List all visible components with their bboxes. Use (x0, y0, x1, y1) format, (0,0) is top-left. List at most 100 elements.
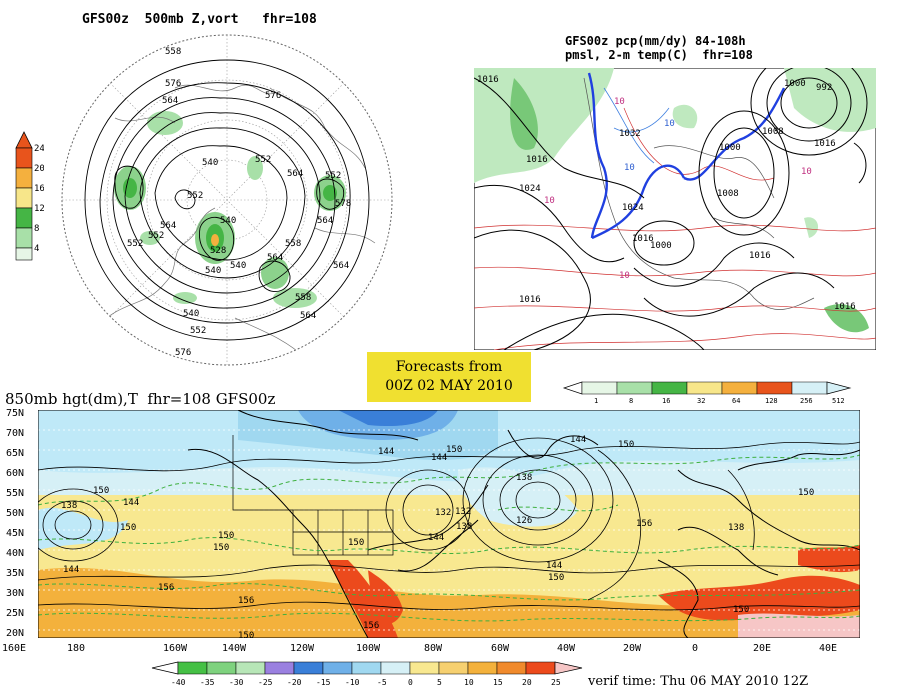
contour-label: 1016 (834, 302, 856, 312)
vort-tick-5: 8 (34, 224, 39, 234)
precip-tick: 256 (800, 397, 813, 405)
lon-label: 120W (290, 643, 315, 654)
contour-label: 126 (516, 516, 532, 526)
vort-colorbar: 24 20 16 12 8 4 (15, 131, 44, 261)
contour-label: 1016 (477, 75, 499, 85)
temperature-colorbar: -40 -35 -30 -25 -20 -15 -10 -5 0 5 10 15… (151, 661, 583, 687)
vorticity-shading (114, 111, 346, 308)
contour-label: 540 (205, 266, 221, 276)
vort-tick-3: 16 (34, 184, 44, 194)
bottom-title: 850mb hgt(dm),T fhr=108 GFS00z (5, 390, 276, 408)
contour-label: 1024 (519, 184, 541, 194)
contour-label: 552 (148, 231, 164, 241)
top-right-title-1: GFS00z pcp(mm/dy) 84-108h (565, 34, 746, 48)
temp-tick: -5 (377, 678, 387, 687)
polar-500mb-map: 558 576 564 576 540 552 564 552 564 552 … (61, 34, 393, 366)
lat-label: 60N (6, 468, 24, 479)
temperature-contours (38, 454, 860, 622)
contour-label: 576 (165, 79, 181, 89)
precip-colorbar: 1 8 16 32 64 128 256 512 (562, 381, 852, 405)
temp-tick: 10 (464, 678, 474, 687)
height-contours (38, 437, 860, 611)
lon-label: 20E (753, 643, 771, 654)
contour-label: 138 (456, 522, 472, 532)
temp-tick: -25 (258, 678, 273, 687)
coast-lines (583, 77, 815, 310)
contour-label: 156 (158, 583, 174, 593)
forecast-init-box: Forecasts from 00Z 02 MAY 2010 (367, 352, 531, 402)
contour-label: 144 (431, 453, 447, 463)
contour-label: 1008 (717, 189, 739, 199)
contour-label: 1024 (622, 203, 644, 213)
contour-label: 1000 (650, 241, 672, 251)
contour-label: 552 (255, 155, 271, 165)
temp-tick: 15 (493, 678, 503, 687)
lat-label: 30N (6, 588, 24, 599)
contour-label: 150 (238, 631, 254, 638)
precip-tick: 8 (629, 397, 633, 405)
contour-label: 1016 (749, 251, 771, 261)
lon-label: 160E (2, 643, 26, 654)
lat-axis-labels: 75N 70N 65N 60N 55N 50N 45N 40N 35N 30N … (6, 408, 24, 639)
precip-contour-labels: 1016 1016 1024 1032 1008 1000 992 1000 1… (477, 75, 856, 312)
lon-label: 80W (424, 643, 443, 654)
contour-label: 10 (614, 97, 625, 107)
contour-label: 138 (61, 501, 77, 511)
contour-label: 150 (733, 605, 749, 615)
contour-label: 564 (267, 253, 283, 263)
temp-contours-red (474, 107, 876, 350)
lat-label: 65N (6, 448, 24, 459)
contour-label: 150 (548, 573, 564, 583)
verif-time: verif time: Thu 06 MAY 2010 12Z (588, 674, 809, 689)
contour-label: 1000 (719, 143, 741, 153)
precip-tick: 128 (765, 397, 778, 405)
contour-label: 156 (636, 519, 652, 529)
contour-label: 540 (202, 158, 218, 168)
contour-label: 564 (287, 169, 303, 179)
contour-label: 144 (570, 435, 586, 445)
contour-label: 144 (378, 447, 394, 457)
temp-tick: -30 (229, 678, 244, 687)
forecast-line-1: Forecasts from (395, 359, 503, 375)
forecast-line-2: 00Z 02 MAY 2010 (385, 378, 513, 394)
meridians (62, 35, 392, 365)
contour-label: 132 (435, 508, 451, 518)
lon-axis-labels: 160E 180 160W 140W 120W 100W 80W 60W 40W… (2, 643, 837, 654)
contour-label: 558 (165, 47, 181, 57)
vort-tick-1: 24 (34, 144, 44, 154)
contour-label: 578 (335, 199, 351, 209)
lat-label: 25N (6, 608, 24, 619)
top-right-title-2: pmsl, 2-m temp(C) fhr=108 (565, 48, 753, 62)
lon-label: 0 (692, 643, 698, 654)
temp-tick: 20 (522, 678, 532, 687)
lon-label: 180 (67, 643, 85, 654)
lat-label: 55N (6, 488, 24, 499)
contour-label: 1016 (814, 139, 836, 149)
precip-tick: 32 (697, 397, 705, 405)
temp-tick: 25 (551, 678, 561, 687)
contour-label: 1000 (784, 79, 806, 89)
contour-label: 1016 (519, 295, 541, 305)
lat-label: 40N (6, 548, 24, 559)
contour-label: 1016 (526, 155, 548, 165)
lon-label: 60W (491, 643, 510, 654)
contour-label: 540 (183, 309, 199, 319)
vort-tick-2: 20 (34, 164, 44, 174)
top-left-title: GFS00z 500mb Z,vort fhr=108 (82, 12, 317, 27)
contour-label: 564 (300, 311, 316, 321)
pressure-contours (474, 68, 868, 350)
contour-label: 150 (798, 488, 814, 498)
contour-label: 138 (728, 523, 744, 533)
contour-label: 1008 (762, 127, 784, 137)
contour-label: 1016 (632, 234, 654, 244)
contour-label: 10 (664, 119, 675, 129)
contour-label: 150 (618, 440, 634, 450)
contour-label: 1032 (619, 129, 641, 139)
blue-cold-contours (603, 87, 670, 164)
lon-label: 20W (623, 643, 642, 654)
contour-label: 138 (516, 473, 532, 483)
temp-tick: -35 (200, 678, 215, 687)
contour-label: 150 (218, 531, 234, 541)
contour-label: 144 (123, 498, 139, 508)
bottom-contour-labels: 138 144 150 144 150 156 144 144 150 138 … (61, 435, 814, 638)
